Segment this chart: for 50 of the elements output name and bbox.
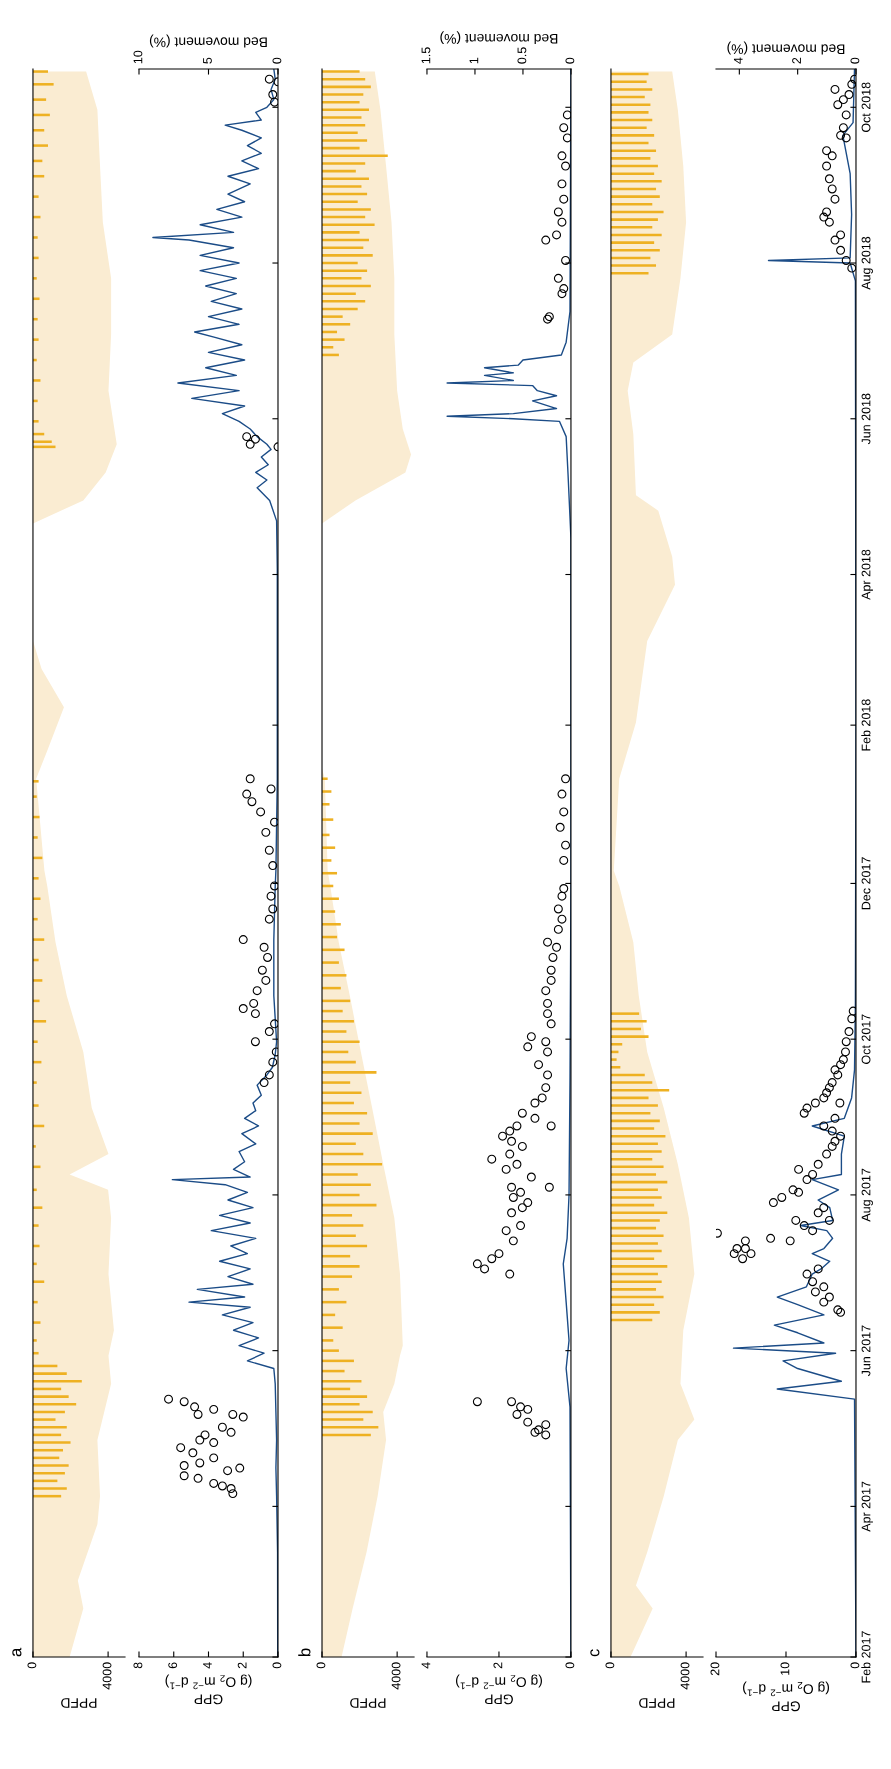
x2-tick-label: 5: [203, 57, 212, 64]
x2-axis-title: Bed movement (%): [440, 31, 558, 45]
text: b: [298, 1648, 311, 1656]
x-tick-label: 0: [565, 1662, 575, 1669]
x-tick-label: 6: [168, 1662, 178, 1669]
x-tick-label: 4000: [680, 1662, 690, 1690]
text: a: [12, 1647, 22, 1657]
x-tick-label: 0: [850, 1662, 860, 1669]
x-tick-label: 4: [421, 1662, 431, 1669]
x-tick-label: 2: [237, 1662, 247, 1669]
x-axis-title: GPP (g O$_{2}$ m$^{−2}$ d$^{−1}$): [165, 1674, 252, 1705]
x2-tick-label: 0.5: [517, 47, 527, 64]
y-tick-label: Jun 2017: [861, 1325, 871, 1377]
x-tick-label: 0: [316, 1662, 326, 1669]
text: c: [590, 1649, 600, 1657]
y-tick-label: Dec 2017: [861, 857, 871, 910]
x-axis-title: GPP (g O$_{2}$ m$^{−2}$ d$^{−1}$): [743, 1681, 830, 1712]
y-tick-label: Aug 2017: [861, 1168, 873, 1222]
y-tick-label: Aug 2018: [861, 236, 873, 290]
x-tick-label: 4000: [391, 1662, 401, 1690]
x2-tick-label: 10: [133, 50, 143, 64]
x-tick-label: 0: [27, 1662, 37, 1669]
x2-tick-label: 2: [792, 57, 801, 64]
x2-tick-label: 0: [565, 57, 575, 64]
x-axis-title: PPFD: [350, 1698, 386, 1708]
y-tick-label: Apr 2018: [861, 549, 873, 600]
x-tick-label: 0: [272, 1662, 282, 1669]
x-tick-label: 4: [203, 1662, 212, 1669]
y-tick-label: Jun 2018: [861, 393, 871, 445]
x-tick-label: 10: [780, 1662, 790, 1675]
x2-tick-label: 1.5: [421, 47, 431, 64]
x2-axis-title: Bed movement (%): [149, 34, 267, 48]
x-tick-label: 20: [710, 1662, 720, 1676]
x-tick-label: 2: [493, 1662, 503, 1669]
x-axis-title: GPP (g O$_{2}$ m$^{−2}$ d$^{−1}$): [456, 1674, 542, 1705]
x2-tick-label: 0: [850, 57, 860, 64]
x-tick-label: 8: [133, 1662, 143, 1669]
x2-tick-label: 1: [469, 57, 479, 64]
x2-axis-title: Bed movement (%): [727, 41, 845, 55]
y-tick-label: Oct 2017: [861, 1014, 871, 1064]
y-tick-label: Feb 2018: [861, 699, 871, 751]
x-axis-title: PPFD: [639, 1698, 675, 1708]
x-tick-label: 4000: [102, 1662, 112, 1690]
y-tick-label: Oct 2018: [861, 82, 871, 133]
x2-tick-label: 0: [272, 57, 282, 64]
y-tick-label: Apr 2017: [861, 1481, 873, 1532]
x2-tick-label: 4: [733, 57, 743, 64]
x-axis-title: PPFD: [61, 1698, 97, 1708]
x-tick-label: 0: [605, 1662, 615, 1669]
y-tick-label: Feb 2017: [861, 1631, 871, 1683]
